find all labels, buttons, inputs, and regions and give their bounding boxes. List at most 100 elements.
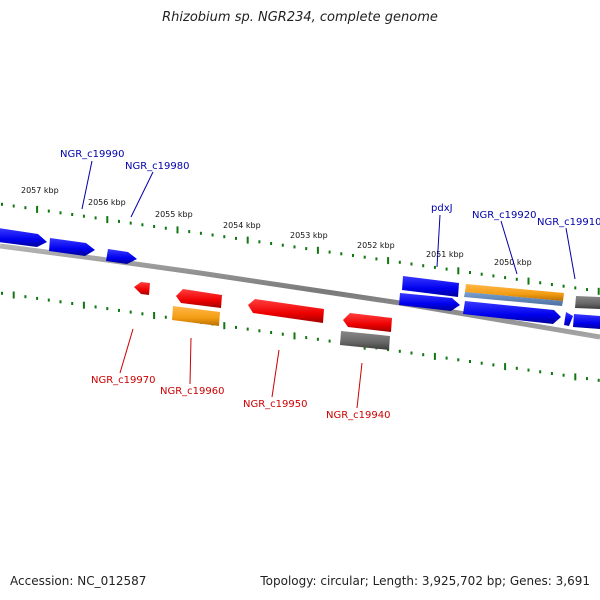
minor-tick (492, 274, 495, 278)
minor-tick (375, 257, 378, 261)
gene-arrow-forward[interactable] (49, 238, 95, 256)
minor-tick (445, 356, 448, 360)
major-tick (293, 332, 296, 340)
major-tick (574, 373, 577, 381)
page-title: Rhizobium sp. NGR234, complete genome (162, 10, 438, 25)
leader-line (130, 171, 154, 218)
upper-tick-row (1, 202, 600, 295)
gene-label[interactable]: NGR_c19990 (60, 149, 125, 160)
major-tick (82, 301, 85, 309)
reverse-strand-genes (134, 282, 392, 350)
accession-text: Accession: NC_012587 (10, 574, 147, 588)
gene-arrow-forward[interactable] (573, 314, 600, 329)
gene-arrow-forward[interactable] (106, 249, 137, 264)
minor-tick (1, 291, 3, 295)
minor-tick (258, 240, 261, 244)
minor-tick (340, 252, 343, 256)
major-tick (457, 267, 460, 275)
minor-tick (59, 211, 62, 215)
forward-label-leaders (81, 160, 576, 280)
minor-tick (82, 214, 85, 218)
gene-arrow-reverse[interactable] (176, 289, 222, 308)
minor-tick (1, 202, 3, 206)
gene-label[interactable]: NGR_c19980 (125, 161, 190, 172)
gene-arrow-forward[interactable] (0, 228, 47, 247)
gene-arrow-reverse[interactable] (134, 282, 150, 295)
major-tick (223, 322, 226, 330)
major-tick (176, 226, 179, 234)
feature-orange[interactable] (465, 284, 564, 301)
kbp-label: 2054 kbp (223, 221, 261, 230)
gene-label[interactable]: NGR_c19910 (537, 217, 600, 228)
minor-tick (492, 363, 495, 367)
minor-tick (539, 281, 542, 285)
kbp-label: 2052 kbp (357, 241, 395, 250)
minor-tick (59, 300, 62, 304)
minor-tick (141, 312, 144, 316)
minor-tick (398, 349, 401, 353)
minor-tick (480, 272, 483, 276)
minor-tick (410, 262, 413, 266)
minor-tick (433, 265, 436, 269)
minor-tick (469, 271, 471, 274)
kbp-scale-labels: 2057 kbp 2056 kbp 2055 kbp 2054 kbp 2053… (21, 186, 532, 267)
gene-label[interactable]: NGR_c19950 (243, 399, 308, 410)
gene-label[interactable]: NGR_c19960 (160, 386, 225, 397)
leader-line (356, 362, 363, 409)
minor-tick (281, 332, 284, 336)
gene-arrow-forward[interactable] (399, 293, 460, 311)
kbp-label: 2055 kbp (155, 210, 193, 219)
leader-line (436, 214, 441, 268)
feature-gray[interactable] (340, 331, 390, 350)
reverse-gene-labels: NGR_c19970 NGR_c19960 NGR_c19950 NGR_c19… (91, 375, 391, 421)
major-tick (597, 287, 600, 295)
minor-tick (106, 307, 109, 311)
minor-tick (562, 373, 565, 377)
gene-label[interactable]: NGR_c19920 (472, 210, 537, 221)
leader-line (189, 337, 192, 385)
kbp-label: 2051 kbp (426, 250, 464, 259)
minor-tick (24, 295, 27, 299)
gene-arrow-reverse[interactable] (343, 313, 392, 332)
minor-tick (410, 351, 413, 355)
minor-tick (188, 230, 191, 234)
gene-label[interactable]: pdxJ (431, 203, 453, 214)
feature-orange[interactable] (172, 306, 220, 326)
gene-arrow-forward[interactable] (463, 301, 561, 324)
gene-arrow-reverse[interactable] (248, 299, 324, 323)
gene-arrow-forward[interactable] (402, 276, 459, 297)
minor-tick (129, 310, 132, 314)
leader-line (271, 349, 280, 398)
minor-tick (270, 242, 273, 245)
minor-tick (141, 223, 144, 227)
major-tick (246, 236, 249, 244)
minor-tick (258, 329, 261, 333)
minor-tick (597, 378, 600, 382)
feature-gray[interactable] (575, 296, 600, 309)
feature-steel[interactable] (464, 292, 563, 306)
gene-label[interactable]: NGR_c19940 (326, 410, 391, 421)
minor-tick (457, 358, 460, 362)
minor-tick (469, 360, 471, 363)
leader-line (119, 328, 134, 374)
leader-line (81, 160, 93, 210)
genome-summary-text: Topology: circular; Length: 3,925,702 bp… (260, 574, 590, 588)
gene-arrow-forward[interactable] (564, 312, 573, 326)
minor-tick (328, 250, 331, 254)
major-tick (527, 277, 530, 285)
minor-tick (211, 233, 214, 237)
minor-tick (445, 267, 448, 271)
major-tick (387, 257, 390, 265)
kbp-label: 2050 kbp (494, 258, 532, 267)
lower-tick-row (1, 291, 600, 382)
gene-label[interactable]: NGR_c19970 (91, 375, 156, 386)
minor-tick (118, 219, 120, 223)
minor-tick (47, 298, 50, 302)
kbp-label: 2057 kbp (21, 186, 59, 195)
kbp-label: 2053 kbp (290, 231, 328, 240)
minor-tick (47, 209, 50, 213)
minor-tick (515, 277, 518, 281)
minor-tick (71, 302, 74, 305)
